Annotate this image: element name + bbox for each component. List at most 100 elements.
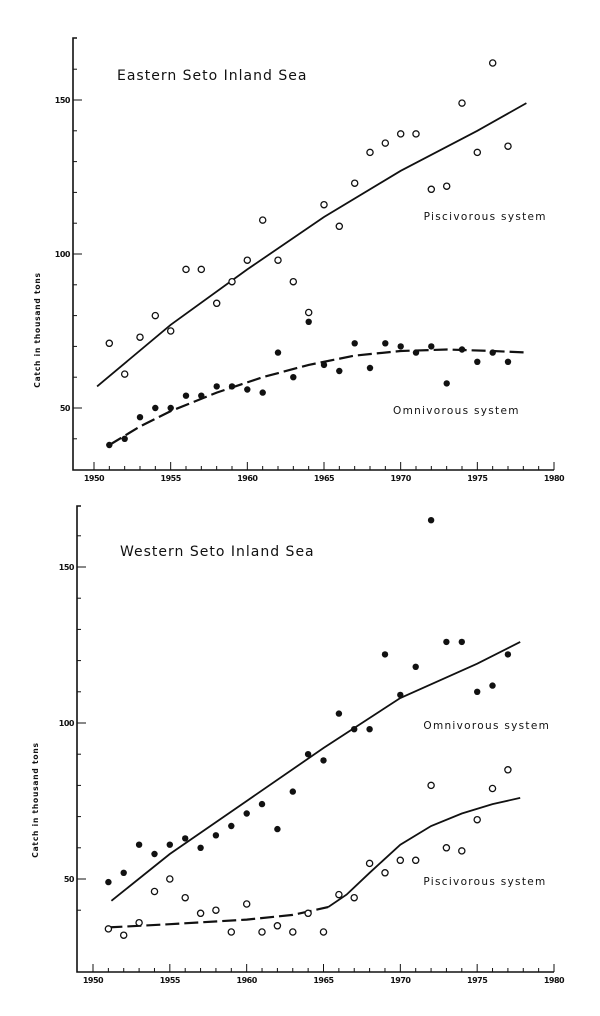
chart-panel-eastern: Eastern Seto Inland Sea Catch in thousan…	[33, 37, 566, 483]
filled-circle-point	[243, 810, 250, 817]
axes: 50 100 150 1950 1955 1960 1965 1970 1975 1980	[59, 505, 566, 985]
open-circle-point	[258, 216, 267, 224]
open-circle-point	[228, 277, 236, 286]
filled-circle-point	[244, 386, 251, 393]
filled-circle-point	[382, 340, 389, 347]
filled-circle-point	[320, 361, 328, 369]
filled-circle-point	[428, 343, 435, 350]
filled-circle-point	[182, 835, 189, 842]
filled-circle-point	[458, 346, 466, 353]
filled-circle-point	[106, 441, 113, 449]
filled-circle-point	[135, 841, 143, 848]
series-label: Piscivorous system	[424, 211, 547, 223]
open-circle-point	[135, 918, 143, 927]
series-label: Omnivorous system	[393, 405, 520, 417]
open-circle-point	[335, 890, 343, 899]
open-circle-point	[243, 256, 252, 264]
open-circle-point	[319, 928, 328, 936]
trend-line	[327, 797, 521, 908]
open-circle-point	[197, 265, 206, 274]
open-circle-point	[105, 339, 114, 348]
trend-line	[96, 102, 527, 388]
filled-circle-point	[228, 383, 236, 390]
filled-circle-point	[121, 435, 128, 442]
x-tick-label: 1950	[83, 976, 104, 985]
series-labels: Omnivorous system Piscivorous system	[423, 720, 550, 888]
open-circle-point	[412, 130, 420, 138]
x-tick-label: 1970	[390, 976, 411, 985]
open-circle-point	[396, 130, 405, 138]
open-circle-point	[166, 327, 175, 335]
open-circle-point	[242, 900, 251, 908]
x-tick-label: 1965	[313, 976, 334, 985]
filled-circle-point	[336, 367, 343, 375]
filled-circle-point	[474, 688, 481, 695]
x-tick-label: 1970	[391, 474, 412, 483]
filled-circle-point	[351, 340, 358, 347]
open-circle-point	[335, 222, 344, 231]
x-tick-label: 1975	[467, 474, 488, 483]
filled-circle-point	[304, 751, 312, 758]
filled-circle-point	[427, 517, 435, 524]
open-circle-point	[119, 931, 128, 939]
open-circle-point	[320, 200, 328, 209]
trend-line	[108, 348, 528, 446]
filled-circle-point	[474, 358, 481, 365]
filled-circle-point	[504, 651, 512, 658]
filled-circle-point	[212, 832, 220, 839]
open-circle-point	[181, 893, 189, 902]
y-tick-label: 150	[55, 96, 71, 105]
open-circle-point	[488, 59, 497, 67]
open-circle-point	[473, 815, 481, 824]
open-circle-point	[150, 887, 159, 896]
filled-circle-point	[290, 374, 297, 381]
x-tick-label: 1980	[544, 976, 565, 985]
open-circle-point	[120, 370, 129, 378]
filled-circle-point	[458, 638, 465, 646]
filled-circle-point	[274, 349, 282, 356]
series-label: Piscivorous system	[423, 876, 546, 888]
open-circle-point	[136, 333, 144, 341]
filled-circle-point	[366, 364, 374, 372]
filled-circle-point	[504, 358, 512, 365]
trend-line	[110, 641, 521, 902]
y-tick-label: 100	[59, 719, 75, 728]
filled-circle-point	[412, 349, 420, 356]
trend-lines	[96, 102, 528, 446]
x-tick-label: 1960	[237, 474, 258, 483]
filled-circle-point	[197, 844, 204, 851]
filled-circle-point	[305, 318, 312, 325]
open-circle-point	[151, 311, 160, 320]
open-circle-point	[427, 781, 435, 790]
open-circle-point	[427, 185, 436, 194]
filled-circle-point	[166, 841, 173, 848]
open-circle-point	[442, 182, 451, 190]
x-tick-label: 1965	[314, 474, 335, 483]
filled-circle-point	[443, 380, 450, 387]
open-circle-point	[304, 308, 313, 317]
filled-circle-point	[198, 392, 205, 399]
filled-circle-point	[381, 651, 389, 658]
open-circle-point	[365, 859, 374, 868]
series-label: Omnivorous system	[423, 720, 550, 732]
open-circle-point	[274, 256, 282, 264]
filled-circle-point	[412, 663, 419, 670]
y-tick-label: 50	[64, 875, 75, 884]
open-circle-point	[258, 928, 266, 936]
x-tick-label: 1975	[467, 976, 488, 985]
y-tick-label: 50	[60, 404, 71, 413]
filled-circle-point	[151, 850, 158, 858]
y-tick-label: 150	[59, 563, 75, 572]
open-circle-point	[304, 909, 312, 918]
x-tick-label: 1980	[544, 474, 565, 483]
open-circle-point	[396, 856, 405, 865]
open-circle-point	[504, 766, 512, 774]
filled-circle-point	[289, 788, 296, 795]
filled-circle-point	[228, 822, 235, 830]
y-axis-label: Catch in thousand tons	[31, 742, 40, 857]
open-circle-point	[289, 277, 298, 286]
axes: 50 100 150 1950 1955 1960 1965 1970 1975 1980	[55, 37, 566, 483]
filled-circle-point	[136, 414, 144, 421]
y-tick-label: 100	[55, 250, 71, 259]
